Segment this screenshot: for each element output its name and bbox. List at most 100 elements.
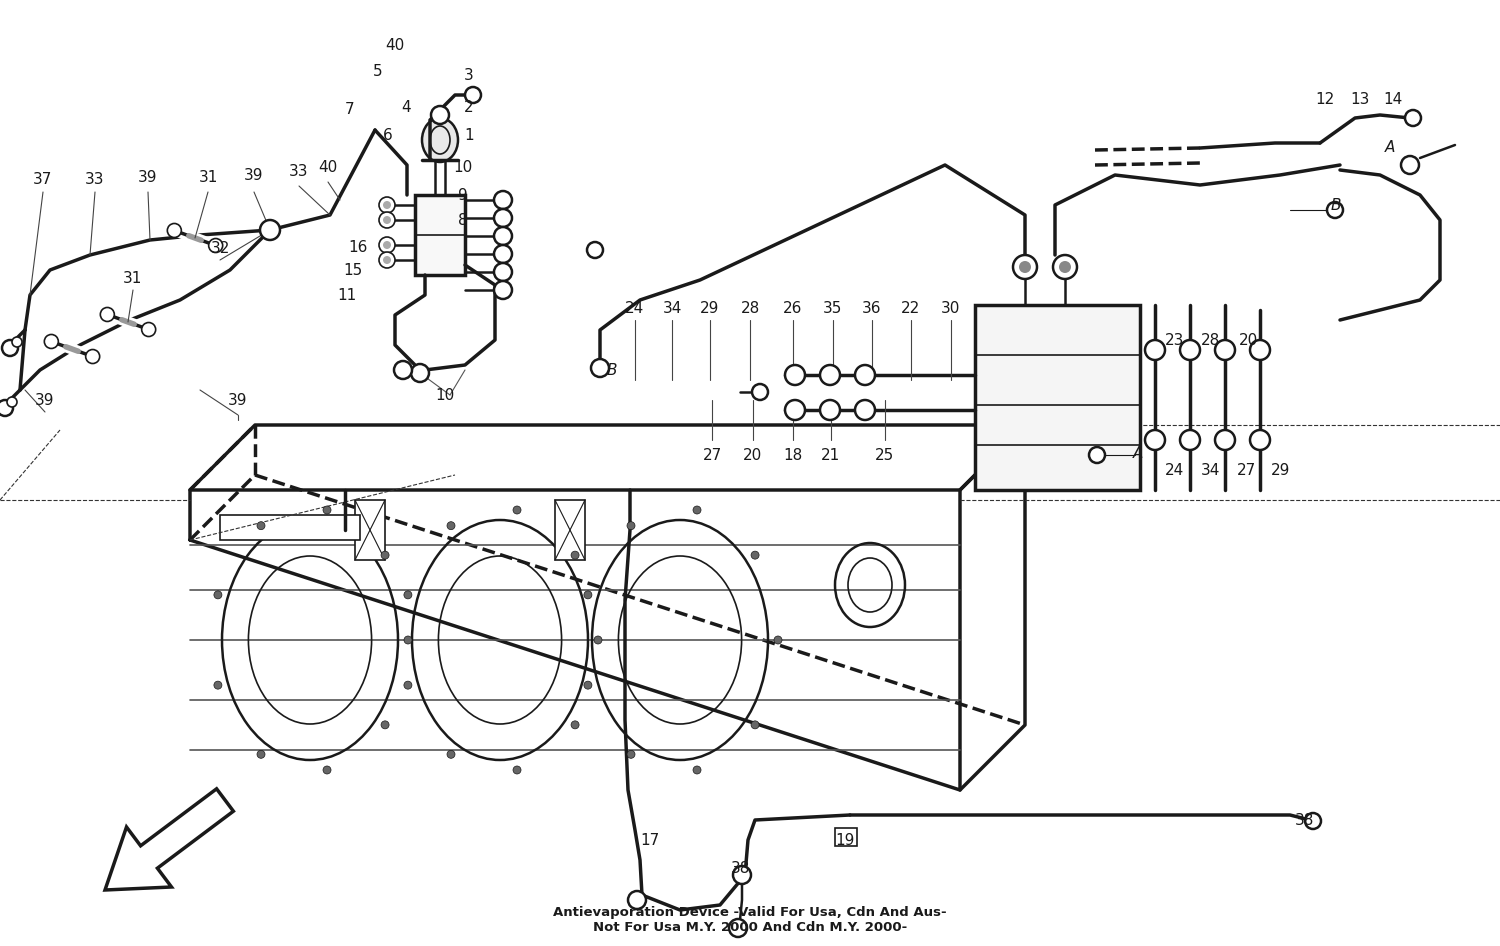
Text: 7: 7 [345, 102, 355, 117]
Text: 40: 40 [386, 38, 405, 52]
Text: 38: 38 [1296, 813, 1314, 828]
Circle shape [256, 750, 265, 759]
Text: 39: 39 [138, 170, 158, 185]
Text: 38: 38 [730, 861, 750, 875]
Circle shape [1401, 156, 1419, 174]
Text: 35: 35 [824, 301, 843, 316]
Text: 19: 19 [836, 832, 855, 848]
Circle shape [821, 400, 840, 420]
Circle shape [693, 506, 700, 514]
Text: 20: 20 [1239, 332, 1257, 347]
Text: 34: 34 [663, 301, 681, 316]
Text: A: A [1132, 446, 1143, 461]
Circle shape [380, 252, 394, 268]
Circle shape [1250, 430, 1270, 450]
Text: 28: 28 [741, 301, 759, 316]
Text: 14: 14 [1383, 93, 1402, 108]
Circle shape [411, 364, 429, 382]
Circle shape [494, 263, 512, 281]
Circle shape [586, 242, 603, 258]
Circle shape [584, 681, 592, 689]
Circle shape [494, 227, 512, 245]
Text: 17: 17 [640, 832, 660, 848]
Circle shape [214, 681, 222, 689]
Text: 27: 27 [1236, 463, 1256, 478]
Text: 28: 28 [1200, 332, 1219, 347]
Text: 4: 4 [400, 99, 411, 114]
Circle shape [513, 766, 520, 774]
Circle shape [784, 400, 806, 420]
Text: 6: 6 [382, 129, 393, 144]
Circle shape [1059, 261, 1071, 273]
Circle shape [584, 591, 592, 599]
Circle shape [1305, 813, 1322, 829]
Circle shape [729, 919, 747, 937]
Text: 39: 39 [244, 167, 264, 183]
Circle shape [404, 591, 412, 599]
Circle shape [381, 721, 388, 728]
Circle shape [752, 552, 759, 559]
Text: 10: 10 [453, 160, 472, 174]
Text: 18: 18 [783, 447, 802, 463]
Text: Antievaporation Device -Valid For Usa, Cdn And Aus-
Not For Usa M.Y. 2000 And Cd: Antievaporation Device -Valid For Usa, C… [554, 906, 946, 934]
Circle shape [494, 281, 512, 299]
Circle shape [1089, 447, 1106, 463]
Circle shape [1328, 202, 1342, 218]
Circle shape [322, 766, 332, 774]
Circle shape [381, 552, 388, 559]
Circle shape [1406, 110, 1420, 126]
Circle shape [12, 337, 22, 347]
Text: 34: 34 [1200, 463, 1219, 478]
Circle shape [1250, 340, 1270, 360]
Text: 12: 12 [1316, 93, 1335, 108]
Text: 8: 8 [458, 213, 468, 227]
Text: 31: 31 [123, 271, 142, 286]
Text: 31: 31 [198, 170, 217, 185]
Circle shape [168, 223, 182, 237]
Circle shape [0, 400, 13, 416]
Circle shape [1013, 255, 1036, 279]
Circle shape [382, 216, 392, 224]
Circle shape [1019, 261, 1031, 273]
Bar [836, 828, 856, 846]
Text: 13: 13 [1350, 93, 1370, 108]
Circle shape [1180, 430, 1200, 450]
Text: 39: 39 [36, 393, 54, 408]
Circle shape [447, 521, 454, 530]
Circle shape [734, 866, 752, 884]
Circle shape [752, 721, 759, 728]
Circle shape [494, 209, 512, 227]
Circle shape [1144, 340, 1166, 360]
Bar [555, 500, 585, 560]
Circle shape [382, 201, 392, 209]
Circle shape [1215, 430, 1234, 450]
Circle shape [774, 636, 782, 644]
Bar [356, 500, 386, 560]
Circle shape [513, 506, 520, 514]
Text: 29: 29 [700, 301, 720, 316]
Text: 36: 36 [862, 301, 882, 316]
Text: B: B [606, 362, 618, 377]
Circle shape [380, 212, 394, 228]
Circle shape [141, 323, 156, 337]
Text: 1: 1 [464, 129, 474, 144]
Text: 33: 33 [290, 165, 309, 180]
Circle shape [2, 340, 18, 356]
Ellipse shape [422, 118, 458, 162]
Text: 24: 24 [1166, 463, 1185, 478]
Circle shape [494, 245, 512, 263]
Text: 39: 39 [228, 393, 248, 408]
Circle shape [855, 400, 874, 420]
Circle shape [594, 636, 602, 644]
Circle shape [447, 750, 454, 759]
Text: 20: 20 [744, 447, 762, 463]
Circle shape [86, 349, 99, 363]
Circle shape [1180, 340, 1200, 360]
Circle shape [382, 256, 392, 264]
Text: 16: 16 [348, 239, 368, 254]
Circle shape [628, 891, 646, 909]
Circle shape [382, 241, 392, 249]
Text: 5: 5 [374, 64, 382, 79]
Text: 26: 26 [783, 301, 802, 316]
Circle shape [404, 636, 412, 644]
